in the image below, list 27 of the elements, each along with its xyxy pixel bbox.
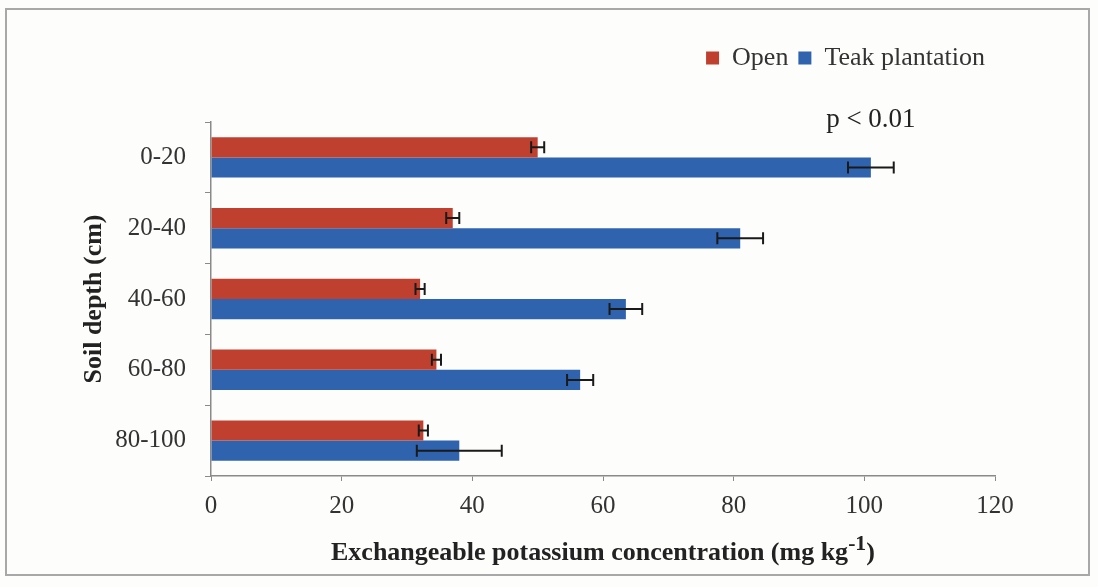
x-tick-label: 0: [204, 490, 218, 518]
bar: [211, 157, 871, 178]
bar: [211, 349, 437, 370]
x-tick-label: 40: [459, 490, 485, 518]
x-tick-label: 100: [845, 490, 884, 518]
x-axis-title: Exchangeable potassium concentration (mg kg$^{-1}$): [331, 530, 875, 567]
bar: [211, 440, 460, 461]
y-axis-title: Soil depth (cm): [78, 214, 108, 384]
x-tick-label: 120: [976, 490, 1014, 518]
y-tick-label: 0-20: [140, 141, 187, 169]
legend-label: Open: [732, 41, 789, 71]
x-tick-label: 80: [721, 490, 747, 518]
y-tick-label: 20-40: [127, 212, 187, 240]
legend-label: Teak plantation: [824, 41, 985, 71]
bar: [211, 369, 581, 390]
bar: [211, 137, 538, 158]
annotation: p < 0.01: [826, 103, 916, 134]
bar: [211, 278, 421, 299]
bar: [211, 420, 424, 441]
x-tick-label: 20: [329, 490, 355, 518]
x-tick-label: 60: [590, 490, 616, 518]
y-tick-label: 80-100: [115, 425, 187, 453]
bar: [211, 228, 741, 249]
y-tick-label: 60-80: [127, 354, 187, 382]
bar: [211, 299, 626, 320]
bar: [211, 208, 453, 229]
y-tick-label: 40-60: [127, 283, 187, 311]
